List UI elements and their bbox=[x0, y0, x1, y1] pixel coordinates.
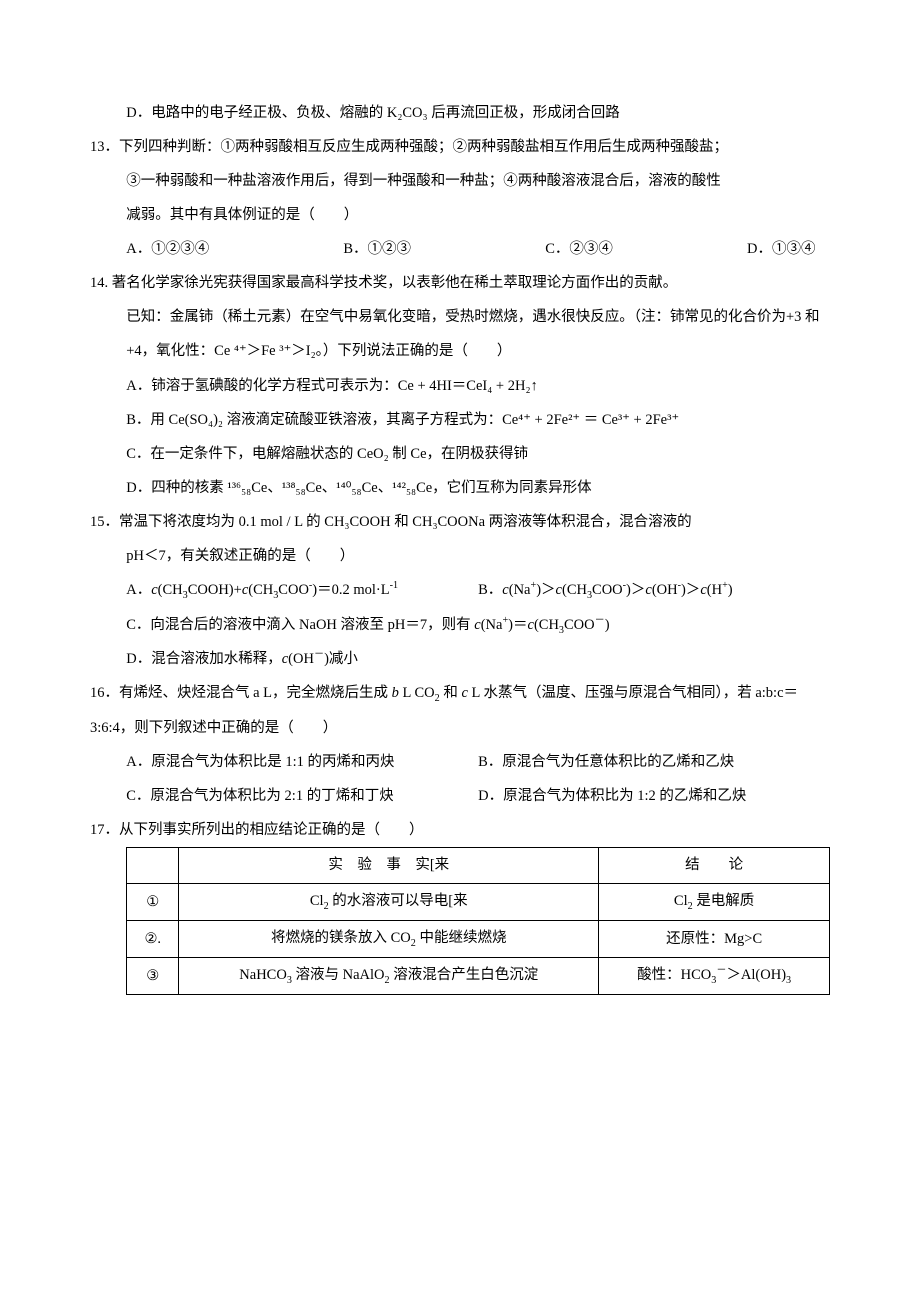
q13-option-a: A．①②③④ bbox=[126, 232, 209, 266]
row2-num: ②. bbox=[127, 920, 179, 957]
q13: 13．下列四种判断：①两种弱酸相互反应生成两种强酸；②两种弱酸盐相互作用后生成两… bbox=[90, 130, 830, 266]
q14-option-c: C．在一定条件下，电解熔融状态的 CeO₂ 制 Ce，在阴极获得铈 bbox=[126, 437, 830, 471]
table-row: ① Cl2 的水溶液可以导电[来 Cl2 是电解质 bbox=[127, 883, 830, 920]
q16-options-row2: C．原混合气为体积比为 2:1 的丁烯和丁炔 D．原混合气为体积比为 1:2 的… bbox=[126, 779, 830, 813]
q16-option-a: A．原混合气为体积比是 1:1 的丙烯和丙炔 bbox=[126, 745, 478, 779]
q13-stem-2: ③一种弱酸和一种盐溶液作用后，得到一种强酸和一种盐；④两种酸溶液混合后，溶液的酸… bbox=[126, 164, 830, 198]
q14-option-a: A．铈溶于氢碘酸的化学方程式可表示为：Ce + 4HI＝CeI₄ + 2H₂↑ bbox=[126, 369, 830, 403]
q13-option-c: C．②③④ bbox=[545, 232, 613, 266]
q16: 16．有烯烃、炔烃混合气 a L，完全燃烧后生成 b L CO2 和 c L 水… bbox=[90, 676, 830, 813]
q15-option-b-prefix: B． bbox=[478, 582, 502, 598]
q15-option-a-prefix: A． bbox=[126, 582, 151, 598]
q17-stem: 17．从下列事实所列出的相应结论正确的是（ ） bbox=[90, 813, 830, 847]
q15-option-c-body: 向混合后的溶液中滴入 NaOH 溶液至 pH＝7，则有 c(Na+)＝c(CH3… bbox=[150, 617, 609, 633]
q13-stem-3: 减弱。其中有具体例证的是（ ） bbox=[126, 198, 830, 232]
q15-option-d-body: 混合溶液加水稀释，c(OH－)减小 bbox=[151, 651, 358, 667]
q15-stem-1: 15．常温下将浓度均为 0.1 mol / L 的 CH₃COOH 和 CH₃C… bbox=[90, 505, 830, 539]
row2-fact: 将燃烧的镁条放入 CO2 中能继续燃烧 bbox=[179, 920, 599, 957]
q16-option-b: B．原混合气为任意体积比的乙烯和乙炔 bbox=[478, 745, 830, 779]
q15-option-c: C．向混合后的溶液中滴入 NaOH 溶液至 pH＝7，则有 c(Na+)＝c(C… bbox=[126, 608, 830, 643]
q15-option-d: D．混合溶液加水稀释，c(OH－)减小 bbox=[126, 642, 830, 676]
q14-option-b: B．用 Ce(SO₄)₂ 溶液滴定硫酸亚铁溶液，其离子方程式为：Ce⁴⁺ + 2… bbox=[126, 403, 830, 437]
table-header-row: 实 验 事 实[来 结 论 bbox=[127, 848, 830, 883]
row1-num: ① bbox=[127, 883, 179, 920]
q17: 17．从下列事实所列出的相应结论正确的是（ ） 实 验 事 实[来 结 论 ① … bbox=[90, 813, 830, 995]
q15-option-c-prefix: C． bbox=[126, 617, 150, 633]
q14-stem-1: 14. 著名化学家徐光宪获得国家最高科学技术奖，以表彰他在稀土萃取理论方面作出的… bbox=[90, 266, 830, 300]
q15-option-a-body: c(CH3COOH)+c(CH3COO-)＝0.2 mol·L-1 bbox=[151, 582, 398, 598]
q13-option-b: B．①②③ bbox=[343, 232, 411, 266]
q15-option-b: B．c(Na+)＞c(CH3COO-)＞c(OH-)＞c(H+) bbox=[478, 573, 830, 608]
q16-options-row1: A．原混合气为体积比是 1:1 的丙烯和丙炔 B．原混合气为任意体积比的乙烯和乙… bbox=[126, 745, 830, 779]
q15-options-row1: A．c(CH3COOH)+c(CH3COO-)＝0.2 mol·L-1 B．c(… bbox=[126, 573, 830, 608]
q14-option-d: D．四种的核素 ¹³⁶₅₈Ce、¹³⁸₅₈Ce、¹⁴⁰₅₈Ce、¹⁴²₅₈Ce，… bbox=[126, 471, 830, 505]
header-blank bbox=[127, 848, 179, 883]
q16-stem: 16．有烯烃、炔烃混合气 a L，完全燃烧后生成 b L CO2 和 c L 水… bbox=[90, 676, 830, 745]
row1-fact: Cl2 的水溶液可以导电[来 bbox=[179, 883, 599, 920]
q15-stem-2: pH＜7，有关叙述正确的是（ ） bbox=[126, 539, 830, 573]
row3-conclusion: 酸性：HCO3－＞Al(OH)3 bbox=[599, 957, 830, 994]
q13-options: A．①②③④ B．①②③ C．②③④ D．①③④ bbox=[126, 232, 830, 266]
table-row: ②. 将燃烧的镁条放入 CO2 中能继续燃烧 还原性：Mg>C bbox=[127, 920, 830, 957]
row2-conclusion: 还原性：Mg>C bbox=[599, 920, 830, 957]
q13-option-d: D．①③④ bbox=[747, 232, 815, 266]
q15-option-d-prefix: D． bbox=[126, 651, 151, 667]
q15-option-a: A．c(CH3COOH)+c(CH3COO-)＝0.2 mol·L-1 bbox=[126, 573, 478, 608]
q17-table: 实 验 事 实[来 结 论 ① Cl2 的水溶液可以导电[来 Cl2 是电解质 … bbox=[126, 847, 830, 995]
table-row: ③ NaHCO3 溶液与 NaAlO2 溶液混合产生白色沉淀 酸性：HCO3－＞… bbox=[127, 957, 830, 994]
header-fact: 实 验 事 实[来 bbox=[179, 848, 599, 883]
q16-option-c: C．原混合气为体积比为 2:1 的丁烯和丁炔 bbox=[126, 779, 478, 813]
row3-num: ③ bbox=[127, 957, 179, 994]
q16-option-d: D．原混合气为体积比为 1:2 的乙烯和乙炔 bbox=[478, 779, 830, 813]
q15: 15．常温下将浓度均为 0.1 mol / L 的 CH₃COOH 和 CH₃C… bbox=[90, 505, 830, 677]
header-conclusion: 结 论 bbox=[599, 848, 830, 883]
row3-fact: NaHCO3 溶液与 NaAlO2 溶液混合产生白色沉淀 bbox=[179, 957, 599, 994]
q14-stem-2: 已知：金属铈（稀土元素）在空气中易氧化变暗，受热时燃烧，遇水很快反应。（注：铈常… bbox=[126, 300, 830, 368]
row1-conclusion: Cl2 是电解质 bbox=[599, 883, 830, 920]
q13-stem-1: 13．下列四种判断：①两种弱酸相互反应生成两种强酸；②两种弱酸盐相互作用后生成两… bbox=[90, 130, 830, 164]
q12-option-d: D．电路中的电子经正极、负极、熔融的 K₂CO₃ 后再流回正极，形成闭合回路 bbox=[126, 96, 830, 130]
q14: 14. 著名化学家徐光宪获得国家最高科学技术奖，以表彰他在稀土萃取理论方面作出的… bbox=[90, 266, 830, 504]
q15-option-b-body: c(Na+)＞c(CH3COO-)＞c(OH-)＞c(H+) bbox=[502, 582, 732, 598]
